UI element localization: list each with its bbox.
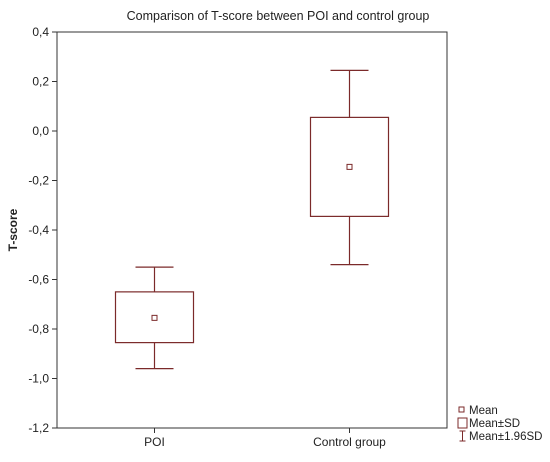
y-tick-label: 0,2 — [32, 75, 49, 89]
y-tick-label: -0,8 — [28, 322, 49, 336]
legend-label: Mean±1.96SD — [469, 431, 542, 443]
y-axis-label: T-score — [6, 208, 20, 251]
legend-mean-symbol — [458, 406, 465, 413]
legend-label: Mean — [469, 405, 498, 417]
y-tick-label: -1,0 — [28, 372, 49, 386]
legend-sd-symbol — [457, 417, 468, 429]
x-tick-label: Control group — [313, 435, 386, 449]
x-axis: POI Control group — [144, 428, 386, 449]
y-tick-label: -0,6 — [28, 273, 49, 287]
plot-area — [56, 31, 448, 429]
x-tick-label: POI — [144, 435, 165, 449]
chart-title: Comparison of T-score between POI and co… — [127, 9, 430, 23]
box-groups — [114, 69, 390, 370]
y-tick-label: -1,2 — [28, 421, 49, 435]
y-tick-label: 0,0 — [32, 124, 49, 138]
mean-marker — [151, 314, 158, 321]
y-tick-label: -0,4 — [28, 223, 49, 237]
legend-label: Mean±SD — [469, 418, 520, 430]
y-tick-label: -0,2 — [28, 174, 49, 188]
box-group-2 — [309, 69, 390, 266]
mean-marker — [346, 163, 353, 170]
box-group-1 — [114, 266, 195, 370]
y-axis: 0,4 0,2 0,0 -0,2 -0,4 -0,6 -0,8 -1,0 -1,2 — [28, 25, 57, 435]
y-tick-label: 0,4 — [32, 25, 49, 39]
